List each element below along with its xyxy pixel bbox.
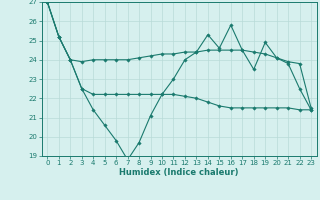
X-axis label: Humidex (Indice chaleur): Humidex (Indice chaleur) xyxy=(119,168,239,177)
